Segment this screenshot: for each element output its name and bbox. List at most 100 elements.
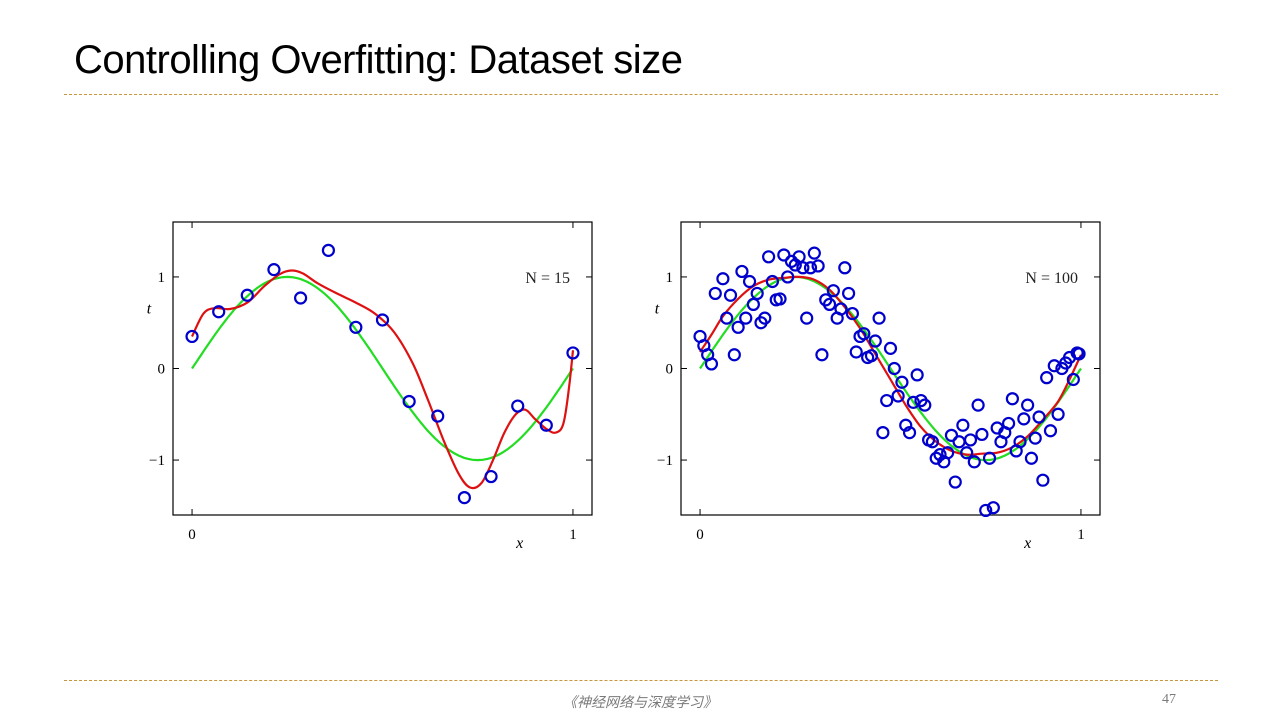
- data-point: [887, 361, 901, 376]
- data-point: [941, 446, 955, 460]
- data-point: [857, 327, 871, 341]
- data-point: [1017, 412, 1031, 426]
- data-point: [349, 320, 363, 334]
- data-point: [918, 398, 932, 412]
- top-divider: [64, 94, 1218, 95]
- data-point: [982, 451, 997, 465]
- data-point: [891, 389, 905, 403]
- data-point: [402, 394, 416, 409]
- data-point: [807, 246, 821, 260]
- x-tick-label: 1: [1077, 527, 1085, 543]
- data-point: [758, 311, 772, 325]
- data-point: [872, 311, 886, 325]
- data-point: [845, 306, 860, 321]
- x-tick-label: 0: [696, 527, 704, 543]
- y-axis-label: t: [655, 301, 660, 318]
- data-point: [838, 261, 852, 275]
- data-point: [925, 435, 940, 449]
- data-point: [952, 435, 966, 449]
- data-point: [944, 428, 959, 442]
- data-point: [979, 503, 993, 518]
- data-point: [948, 475, 962, 489]
- data-point: [1040, 371, 1054, 385]
- x-axis-label: x: [515, 535, 523, 552]
- chart-n100: 1 0 −1 0 1 x t N = 100: [655, 221, 1101, 552]
- data-point: [704, 357, 719, 371]
- data-point: [1005, 392, 1019, 406]
- bottom-divider: [64, 680, 1218, 681]
- data-point: [1066, 372, 1080, 387]
- data-point: [267, 263, 281, 277]
- data-point: [933, 447, 947, 462]
- true-curve: [191, 275, 574, 462]
- data-point: [986, 501, 1000, 515]
- data-point: [800, 311, 814, 325]
- data-point: [880, 393, 894, 408]
- data-point: [566, 346, 580, 360]
- data-point: [742, 274, 757, 289]
- data-point: [803, 261, 818, 275]
- data-point: [1021, 398, 1035, 412]
- data-point: [841, 286, 856, 301]
- n-label: N = 15: [525, 270, 570, 287]
- y-tick-label: 1: [158, 270, 166, 286]
- slide-title: Controlling Overfitting: Dataset size: [74, 38, 683, 82]
- data-point: [849, 345, 863, 359]
- data-point: [773, 292, 787, 306]
- data-point: [1051, 407, 1065, 421]
- data-point: [868, 334, 882, 348]
- data-point: [1028, 431, 1042, 445]
- data-point: [777, 248, 791, 262]
- data-point: [864, 349, 879, 363]
- data-point: [1072, 347, 1086, 361]
- data-point: [212, 305, 226, 319]
- data-point: [796, 261, 810, 275]
- data-point: [876, 425, 890, 440]
- chart-n15: 1 0 −1 0 1 x t N = 15: [147, 221, 593, 552]
- data-point: [708, 286, 722, 301]
- data-point: [822, 297, 837, 312]
- data-point: [746, 297, 760, 312]
- y-axis-label: t: [147, 301, 152, 318]
- y-tick-label: −1: [149, 453, 165, 469]
- data-point: [826, 284, 840, 298]
- data-point: [834, 302, 848, 316]
- x-tick-label: 0: [188, 527, 196, 543]
- y-tick-label: −1: [657, 453, 673, 469]
- data-point: [815, 348, 829, 362]
- data-point: [1043, 424, 1058, 438]
- data-point: [883, 341, 898, 355]
- x-tick-label: 1: [569, 527, 577, 543]
- data-point: [240, 288, 254, 302]
- data-point: [457, 491, 471, 505]
- data-point: [431, 409, 445, 423]
- data-point: [716, 272, 730, 286]
- data-point: [750, 286, 764, 301]
- fit-curve: [699, 275, 1082, 456]
- data-point: [975, 427, 989, 442]
- fit-curve: [191, 269, 575, 490]
- n-label: N = 100: [1025, 270, 1078, 287]
- data-point: [1032, 410, 1046, 424]
- data-point: [781, 270, 795, 284]
- data-point: [321, 243, 336, 257]
- data-point: [929, 451, 943, 465]
- data-point: [971, 398, 985, 412]
- data-point: [910, 368, 924, 382]
- data-point: [539, 418, 553, 432]
- data-point: [956, 418, 970, 432]
- data-point: [792, 250, 806, 264]
- data-point: [1001, 416, 1016, 431]
- data-point: [963, 433, 978, 447]
- data-point: [902, 425, 917, 440]
- data-point: [967, 455, 981, 469]
- data-point: [899, 418, 913, 432]
- data-point: [1013, 435, 1027, 449]
- data-point: [294, 291, 308, 305]
- data-point: [895, 375, 909, 389]
- footer-book-title: 《神经网络与深度学习》: [563, 695, 717, 711]
- data-point: [1036, 473, 1050, 487]
- data-point: [1024, 451, 1039, 465]
- data-point: [720, 311, 734, 325]
- y-tick-label: 0: [666, 362, 674, 378]
